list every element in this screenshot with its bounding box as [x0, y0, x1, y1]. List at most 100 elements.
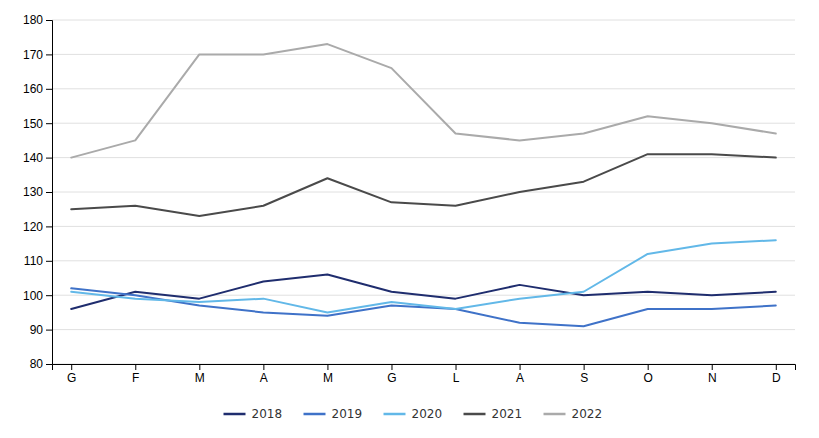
- y-tick: 110: [24, 254, 52, 268]
- x-tick-mark: [135, 364, 136, 370]
- y-tick-label: 100: [23, 289, 43, 303]
- legend-item: 2021: [464, 407, 523, 421]
- x-tick: D: [772, 364, 781, 385]
- grid-line: [52, 123, 795, 124]
- y-tick: 170: [23, 48, 52, 62]
- y-tick: 130: [23, 185, 52, 199]
- grid-line: [52, 20, 795, 21]
- series-line: [71, 154, 776, 216]
- x-tick-mark: [584, 364, 585, 370]
- x-tick: G: [67, 364, 76, 385]
- legend-item: 2018: [224, 407, 283, 421]
- y-tick-label: 170: [23, 48, 43, 62]
- x-tick-label: D: [772, 371, 781, 385]
- x-tick-mark: [776, 364, 777, 370]
- y-tick-mark: [46, 89, 52, 90]
- plot: G F M A M G L A S O N D 80 90 100 110 120 130 140 150 160 170…: [23, 13, 796, 384]
- y-axis: 80 90 100 110 120 130 140 150 160 170 180: [23, 13, 53, 371]
- legend-label: 2018: [252, 407, 283, 421]
- y-tick-label: 90: [30, 323, 44, 337]
- x-tick-label: A: [516, 371, 524, 385]
- x-tick-label: F: [132, 371, 139, 385]
- x-tick: O: [644, 364, 653, 385]
- x-tick-label: A: [260, 371, 268, 385]
- y-tick: 120: [23, 220, 52, 234]
- x-tick-label: G: [387, 371, 396, 385]
- x-tick: L: [453, 364, 460, 385]
- axis-line: [46, 21, 53, 365]
- y-tick-mark: [46, 158, 52, 159]
- x-tick-mark: [712, 364, 713, 370]
- legend-label: 2020: [412, 407, 443, 421]
- x-tick-mark: [391, 364, 392, 370]
- y-tick-label: 130: [23, 185, 43, 199]
- y-tick-mark: [46, 330, 52, 331]
- x-tick-label: N: [708, 371, 717, 385]
- chart: G F M A M G L A S O N D 80 90 100 110 120 130 140 150 160 170…: [0, 0, 819, 438]
- legend-swatch: [224, 413, 246, 416]
- x-tick-mark: [199, 364, 200, 370]
- y-tick-label: 120: [23, 220, 43, 234]
- y-tick-label: 110: [24, 254, 43, 268]
- grid-line: [52, 54, 795, 55]
- x-tick: A: [516, 364, 524, 385]
- x-tick-label: M: [195, 371, 205, 385]
- legend-swatch: [304, 413, 326, 416]
- legend-swatch: [384, 413, 406, 416]
- grid-line: [52, 226, 795, 227]
- legend-item: 2020: [384, 407, 443, 421]
- y-tick-label: 150: [23, 117, 43, 131]
- x-tick: F: [132, 364, 139, 385]
- legend-item: 2022: [544, 407, 603, 421]
- x-tick-label: M: [323, 371, 333, 385]
- x-tick-label: G: [67, 371, 76, 385]
- legend-label: 2019: [332, 407, 363, 421]
- x-tick: M: [323, 364, 333, 385]
- x-tick: M: [195, 364, 205, 385]
- y-tick-mark: [46, 54, 52, 55]
- x-tick-label: O: [644, 371, 653, 385]
- x-tick-mark: [520, 364, 521, 370]
- x-tick-label: L: [453, 371, 460, 385]
- grid-line: [52, 157, 795, 158]
- legend-label: 2022: [572, 407, 603, 421]
- y-tick-mark: [46, 295, 52, 296]
- y-tick-mark: [46, 226, 52, 227]
- y-tick-label: 140: [23, 151, 43, 165]
- legend: 2018 2019 2020 2021 2022: [224, 407, 603, 421]
- legend-label: 2021: [492, 407, 523, 421]
- x-tick: N: [708, 364, 717, 385]
- y-tick-mark: [46, 261, 52, 262]
- x-tick: A: [260, 364, 268, 385]
- x-tick-mark: [327, 364, 328, 370]
- x-axis: GFMAMGLASOND: [53, 364, 796, 385]
- y-tick: 140: [23, 151, 52, 165]
- x-tick: S: [580, 364, 588, 385]
- y-tick: 100: [23, 289, 52, 303]
- x-tick-mark: [456, 364, 457, 370]
- grid-line: [52, 329, 795, 330]
- y-tick: 80: [30, 357, 52, 371]
- grid: [52, 20, 795, 364]
- legend-item: 2019: [304, 407, 363, 421]
- legend-swatch: [544, 413, 566, 416]
- x-tick-mark: [648, 364, 649, 370]
- legend-swatch: [464, 413, 486, 416]
- y-tick: 160: [23, 82, 52, 96]
- x-tick-label: S: [580, 371, 588, 385]
- lines: [71, 44, 776, 326]
- y-tick-mark: [46, 364, 52, 365]
- series-line: [71, 288, 776, 326]
- series-line: [71, 240, 776, 312]
- y-tick-label: 160: [23, 82, 43, 96]
- y-tick: 150: [23, 117, 52, 131]
- y-tick-mark: [46, 20, 52, 21]
- series-line: [71, 275, 776, 309]
- y-tick: 180: [23, 13, 52, 27]
- y-tick-label: 180: [23, 13, 43, 27]
- axis-line: [53, 365, 796, 371]
- grid-line: [52, 192, 795, 193]
- y-tick-mark: [46, 192, 52, 193]
- series-line: [71, 44, 776, 158]
- y-tick: 90: [30, 323, 52, 337]
